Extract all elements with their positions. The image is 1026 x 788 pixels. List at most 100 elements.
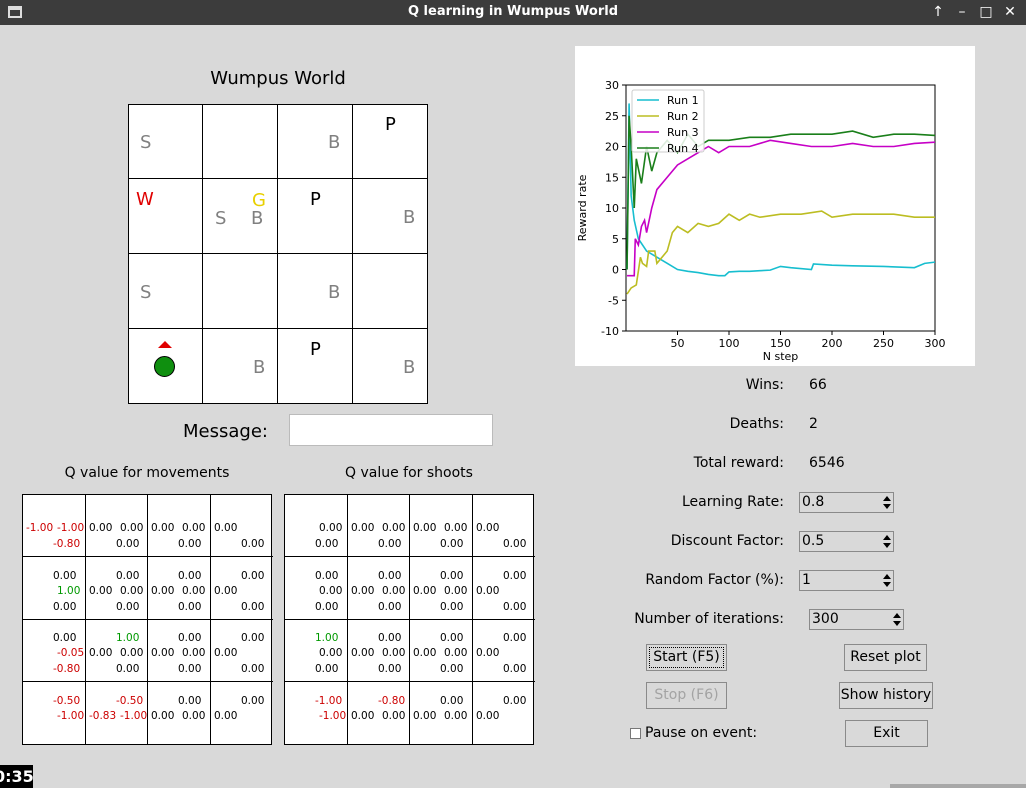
q-value-left: 0.00 — [214, 647, 238, 659]
maximize-icon[interactable]: □ — [979, 4, 993, 20]
q-value-right: 0.00 — [444, 585, 468, 597]
wins-value: 66 — [809, 377, 827, 393]
gold-marker: G — [252, 190, 266, 211]
show-history-button[interactable]: Show history — [839, 682, 933, 709]
q-value-right: 0.00 — [382, 710, 406, 722]
legend-label: Run 2 — [667, 110, 699, 123]
q-value-up: 1.00 — [315, 632, 339, 644]
reset-plot-button[interactable]: Reset plot — [844, 644, 927, 671]
q-value-down: 0.00 — [378, 538, 402, 550]
q-value-down: 0.00 — [503, 663, 527, 675]
q-value-left: 0.00 — [476, 647, 500, 659]
q-value-up: 0.00 — [241, 632, 265, 644]
learning-rate-spinbox[interactable]: 0.8 — [799, 492, 894, 513]
q-value-right: -1.00 — [120, 710, 148, 722]
stop-button[interactable]: Stop (F6) — [646, 682, 727, 709]
board-cell: B — [203, 329, 278, 404]
q-value-down: 0.00 — [503, 601, 527, 613]
q-value-up: 0.00 — [378, 632, 402, 644]
q-cell: -0.50 -0.83 -1.00 — [85, 682, 148, 745]
q-value-down: 0.00 — [116, 538, 140, 550]
exit-button[interactable]: Exit — [845, 720, 928, 747]
discount-factor-label: Discount Factor: — [670, 533, 784, 549]
q-cell: 0.00 0.00 0.00 — [147, 682, 210, 745]
q-value-left: 0.00 — [413, 710, 437, 722]
q-cell: 0.00 0.00 — [210, 494, 273, 557]
x-tick-label: 300 — [925, 337, 946, 350]
board-cell — [203, 104, 278, 179]
series-line-1 — [626, 103, 935, 277]
q-value-up: 0.00 — [116, 570, 140, 582]
q-cell: 0.00 0.00 — [284, 494, 347, 557]
spin-arrows-icon[interactable] — [891, 611, 902, 628]
x-tick-label: 200 — [822, 337, 843, 350]
discount-factor-spinbox[interactable]: 0.5 — [799, 531, 894, 552]
iterations-spinbox[interactable]: 300 — [809, 609, 904, 630]
q-value-left: -1.00 — [26, 522, 54, 534]
q-movements-title: Q value for movements — [64, 465, 230, 481]
breeze-marker: B — [403, 207, 416, 228]
scrollbar-fragment — [890, 784, 1026, 788]
q-value-down: 0.00 — [440, 601, 464, 613]
q-value-right: 0.00 — [182, 585, 206, 597]
spin-arrows-icon[interactable] — [881, 572, 892, 589]
keep-above-icon[interactable]: ↑ — [932, 4, 944, 20]
pause-checkbox[interactable] — [630, 728, 641, 739]
q-value-left: 0.00 — [413, 585, 437, 597]
q-cell: 0.00 0.00 0.00 0.00 — [147, 557, 210, 620]
q-value-right: 0.00 — [182, 647, 206, 659]
q-cell: 0.00 0.00 0.00 0.00 — [409, 557, 472, 620]
q-value-left: 0.00 — [214, 522, 238, 534]
board-cell: B — [278, 254, 353, 329]
y-axis-label: Reward rate — [576, 174, 589, 241]
pit-marker: P — [310, 339, 321, 360]
q-value-right: 0.00 — [319, 585, 343, 597]
start-button[interactable]: Start (F5) — [646, 644, 727, 671]
minimize-icon[interactable]: – — [958, 4, 966, 20]
q-value-left: 0.00 — [413, 522, 437, 534]
q-value-up: 0.00 — [178, 570, 202, 582]
q-value-up: 0.00 — [440, 632, 464, 644]
close-icon[interactable]: ✕ — [1004, 4, 1016, 20]
spin-arrows-icon[interactable] — [881, 533, 892, 550]
q-value-down: 0.00 — [378, 663, 402, 675]
y-tick-label: -10 — [601, 325, 619, 338]
q-value-right: -0.05 — [57, 647, 85, 659]
q-cell: 0.00 0.00 — [210, 682, 273, 745]
q-value-right: 0.00 — [120, 585, 144, 597]
window-title: Q learning in Wumpus World — [407, 4, 618, 19]
y-tick-label: 10 — [605, 202, 619, 215]
iterations-value: 300 — [812, 611, 839, 627]
q-value-left: -0.83 — [89, 710, 117, 722]
wins-label: Wins: — [745, 377, 784, 393]
x-axis-label: N step — [763, 350, 799, 363]
q-value-left: 0.00 — [351, 522, 375, 534]
y-tick-label: 5 — [612, 233, 619, 246]
message-label: Message: — [183, 421, 268, 442]
q-shoots-grid: 0.00 0.00 0.00 0.00 0.00 0.00 0.00 0.00 0.00 0.00… — [284, 494, 535, 745]
spin-arrows-icon[interactable] — [881, 494, 892, 511]
board-cell: P — [353, 104, 428, 179]
q-value-right: 0.00 — [444, 522, 468, 534]
q-value-up: 0.00 — [178, 695, 202, 707]
random-factor-spinbox[interactable]: 1 — [799, 570, 894, 591]
q-value-left: 0.00 — [151, 710, 175, 722]
deaths-label: Deaths: — [729, 416, 784, 432]
q-cell: 0.00 0.00 0.00 — [284, 557, 347, 620]
q-value-down: 0.00 — [116, 663, 140, 675]
q-cell: -0.50 -1.00 — [22, 682, 85, 745]
q-cell: -0.80 0.00 0.00 — [347, 682, 410, 745]
q-value-down: 0.00 — [378, 601, 402, 613]
q-value-right: 0.00 — [382, 585, 406, 597]
y-tick-label: 20 — [605, 141, 619, 154]
q-value-down: 0.00 — [241, 601, 265, 613]
learning-rate-value: 0.8 — [802, 494, 825, 510]
q-value-right: 0.00 — [319, 647, 343, 659]
x-tick-label: 100 — [719, 337, 740, 350]
q-value-right: -1.00 — [319, 710, 347, 722]
q-value-left: 0.00 — [351, 647, 375, 659]
board-cell — [203, 254, 278, 329]
board-cell — [128, 329, 203, 404]
q-cell: 0.00 0.00 0.00 — [472, 619, 535, 682]
q-cell: 1.00 0.00 0.00 0.00 — [85, 619, 148, 682]
